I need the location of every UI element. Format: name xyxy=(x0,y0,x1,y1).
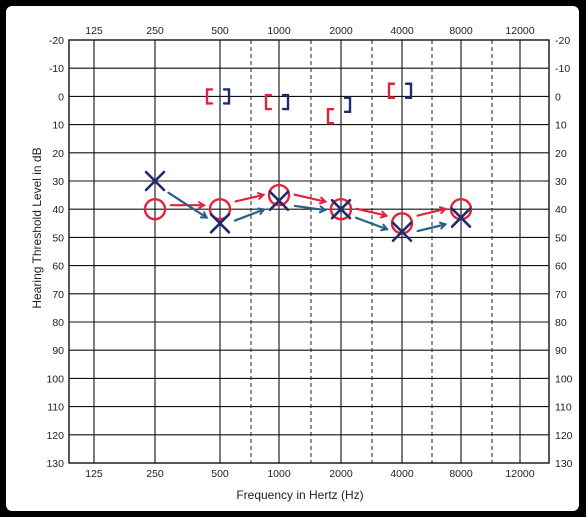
y-tick-label-right: 120 xyxy=(555,430,573,442)
y-tick-label-left: 20 xyxy=(52,148,64,160)
y-tick-label-right: 20 xyxy=(555,148,567,160)
y-tick-label-left: 50 xyxy=(52,232,64,244)
left-ear-bone-bracket xyxy=(404,82,413,99)
audiogram-sheet xyxy=(6,6,579,511)
y-tick-label-right: 50 xyxy=(555,232,567,244)
x-tick-label-top: 8000 xyxy=(449,25,473,37)
x-tick-label-bottom: 250 xyxy=(146,468,164,480)
y-tick-label-left: 70 xyxy=(52,289,64,301)
y-tick-label-left: 80 xyxy=(52,317,64,329)
right-ear-connector-arrowhead xyxy=(318,196,328,205)
y-tick-label-left: 120 xyxy=(46,430,64,442)
y-tick-label-right: 30 xyxy=(555,176,567,188)
y-tick-label-left: 40 xyxy=(52,204,64,216)
left-ear-connector xyxy=(416,223,447,233)
y-tick-label-right: 130 xyxy=(555,458,573,470)
left-ear-x-mark xyxy=(330,198,352,220)
right-ear-connector-arrowhead xyxy=(256,192,266,200)
left-ear-connector xyxy=(233,208,266,222)
left-ear-x-mark xyxy=(144,170,166,192)
right-ear-bone-bracket xyxy=(326,107,335,125)
right-ear-connector-arrowhead xyxy=(438,206,448,214)
x-axis-label: Frequency in Hertz (Hz) xyxy=(236,488,363,502)
left-ear-x-mark xyxy=(450,207,472,228)
data-marks xyxy=(143,82,473,243)
y-tick-label-right: 10 xyxy=(555,120,567,132)
left-ear-connector xyxy=(167,191,208,219)
y-tick-label-right: -20 xyxy=(555,35,570,47)
right-ear-bone-bracket xyxy=(387,82,396,99)
y-tick-label-left: -10 xyxy=(49,63,64,75)
left-ear-connector-arrowhead xyxy=(257,207,266,216)
y-tick-label-left: 130 xyxy=(46,458,64,470)
y-tick-label-right: 110 xyxy=(555,402,572,414)
y-tick-label-left: 0 xyxy=(58,91,64,103)
right-ear-bone-bracket xyxy=(205,88,214,105)
y-tick-label-right: 0 xyxy=(555,91,561,103)
left-ear-connector-arrowhead xyxy=(318,205,328,214)
right-ear-circle-mark xyxy=(329,197,353,221)
left-ear-bone-bracket xyxy=(343,96,352,114)
y-tick-label-right: 90 xyxy=(555,345,567,357)
right-ear-circle-mark xyxy=(208,197,232,221)
right-ear-connector xyxy=(293,193,327,203)
right-ear-connector xyxy=(355,207,388,217)
y-tick-label-left: 30 xyxy=(52,176,64,188)
left-ear-x-mark xyxy=(268,190,290,212)
x-tick-label-bottom: 1000 xyxy=(267,468,291,480)
right-ear-bone-bracket xyxy=(264,93,273,111)
x-tick-label-top: 12000 xyxy=(505,25,534,37)
y-tick-label-right: 40 xyxy=(555,204,567,216)
x-tick-label-top: 500 xyxy=(211,25,229,37)
y-tick-label-right: 100 xyxy=(555,373,573,385)
plot-border xyxy=(68,39,550,464)
y-tick-label-right: -10 xyxy=(555,63,570,75)
right-ear-circle-mark xyxy=(143,197,167,221)
right-ear-circle-mark xyxy=(267,183,291,207)
grid xyxy=(68,39,550,464)
x-tick-label-top: 125 xyxy=(85,25,103,37)
x-tick-label-top: 1000 xyxy=(267,25,291,37)
left-ear-connector xyxy=(354,216,389,231)
y-tick-label-right: 80 xyxy=(555,317,567,329)
x-tick-label-bottom: 2000 xyxy=(329,468,353,480)
left-ear-x-mark xyxy=(209,213,231,234)
left-ear-bone-bracket xyxy=(222,88,231,105)
x-tick-label-bottom: 12000 xyxy=(505,468,534,480)
left-ear-connector-arrowhead xyxy=(380,223,389,232)
y-tick-label-left: 60 xyxy=(52,261,64,273)
y-tick-label-left: 90 xyxy=(52,345,64,357)
left-ear-connector-arrowhead xyxy=(438,221,448,230)
y-tick-label-left: 100 xyxy=(46,373,64,385)
left-ear-bone-bracket xyxy=(281,93,290,111)
connectors xyxy=(167,191,448,233)
y-tick-label-left: 110 xyxy=(47,402,64,414)
y-tick-label-left: -20 xyxy=(49,35,64,47)
tick-labels: 1251252502505005001000100020002000400040… xyxy=(46,25,572,480)
y-axis-label: Hearing Threshold Level in dB xyxy=(30,147,44,308)
y-tick-label-right: 70 xyxy=(555,289,567,301)
right-ear-connector xyxy=(416,207,447,217)
x-tick-label-top: 250 xyxy=(146,25,164,37)
left-ear-x-mark xyxy=(391,221,413,243)
y-tick-label-right: 60 xyxy=(555,261,567,273)
x-tick-label-bottom: 125 xyxy=(85,468,103,480)
right-ear-connector-arrowhead xyxy=(379,210,389,219)
left-ear-connector-arrowhead xyxy=(199,211,209,219)
x-tick-label-top: 4000 xyxy=(390,25,414,37)
x-tick-label-bottom: 4000 xyxy=(390,468,414,480)
x-tick-label-top: 2000 xyxy=(329,25,353,37)
x-tick-label-bottom: 8000 xyxy=(449,468,473,480)
right-ear-connector xyxy=(234,193,265,203)
right-ear-connector-arrowhead xyxy=(198,201,206,210)
x-tick-label-bottom: 500 xyxy=(211,468,229,480)
y-tick-label-left: 10 xyxy=(52,120,64,132)
left-ear-connector xyxy=(293,204,327,212)
